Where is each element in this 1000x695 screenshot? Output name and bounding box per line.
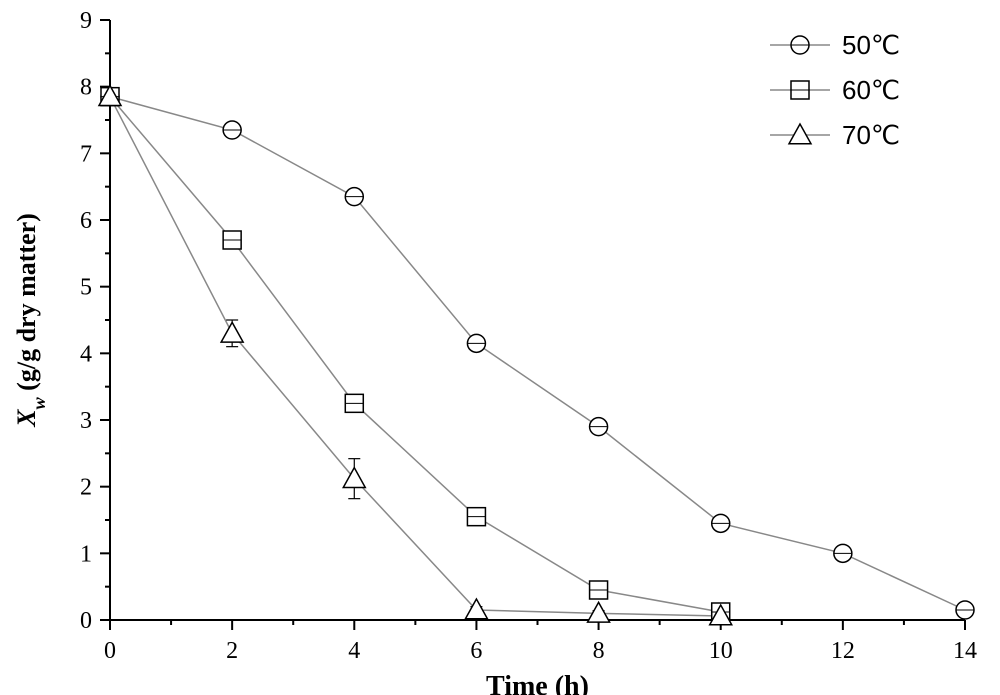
svg-text:0: 0 bbox=[80, 608, 92, 634]
svg-text:Xw (g/g dry matter): Xw (g/g dry matter) bbox=[12, 213, 49, 428]
svg-text:14: 14 bbox=[953, 638, 977, 664]
svg-text:10: 10 bbox=[709, 638, 733, 664]
svg-text:0: 0 bbox=[104, 638, 116, 664]
drying-curve-chart: 024681012140123456789Time (h)Xw (g/g dry… bbox=[0, 0, 1000, 695]
svg-text:12: 12 bbox=[831, 638, 855, 664]
svg-text:9: 9 bbox=[80, 8, 92, 34]
svg-text:1: 1 bbox=[80, 541, 92, 567]
svg-text:4: 4 bbox=[348, 638, 360, 664]
svg-text:70℃: 70℃ bbox=[842, 120, 900, 150]
svg-text:Time (h): Time (h) bbox=[486, 671, 589, 695]
svg-text:6: 6 bbox=[470, 638, 482, 664]
svg-text:60℃: 60℃ bbox=[842, 75, 900, 105]
svg-text:2: 2 bbox=[80, 475, 92, 501]
svg-text:8: 8 bbox=[593, 638, 605, 664]
svg-text:8: 8 bbox=[80, 75, 92, 101]
svg-text:2: 2 bbox=[226, 638, 238, 664]
svg-text:3: 3 bbox=[80, 408, 92, 434]
svg-text:6: 6 bbox=[80, 208, 92, 234]
svg-text:7: 7 bbox=[80, 141, 92, 167]
svg-text:5: 5 bbox=[80, 275, 92, 301]
svg-text:4: 4 bbox=[80, 341, 92, 367]
svg-text:50℃: 50℃ bbox=[842, 30, 900, 60]
chart-svg: 024681012140123456789Time (h)Xw (g/g dry… bbox=[0, 0, 1000, 695]
